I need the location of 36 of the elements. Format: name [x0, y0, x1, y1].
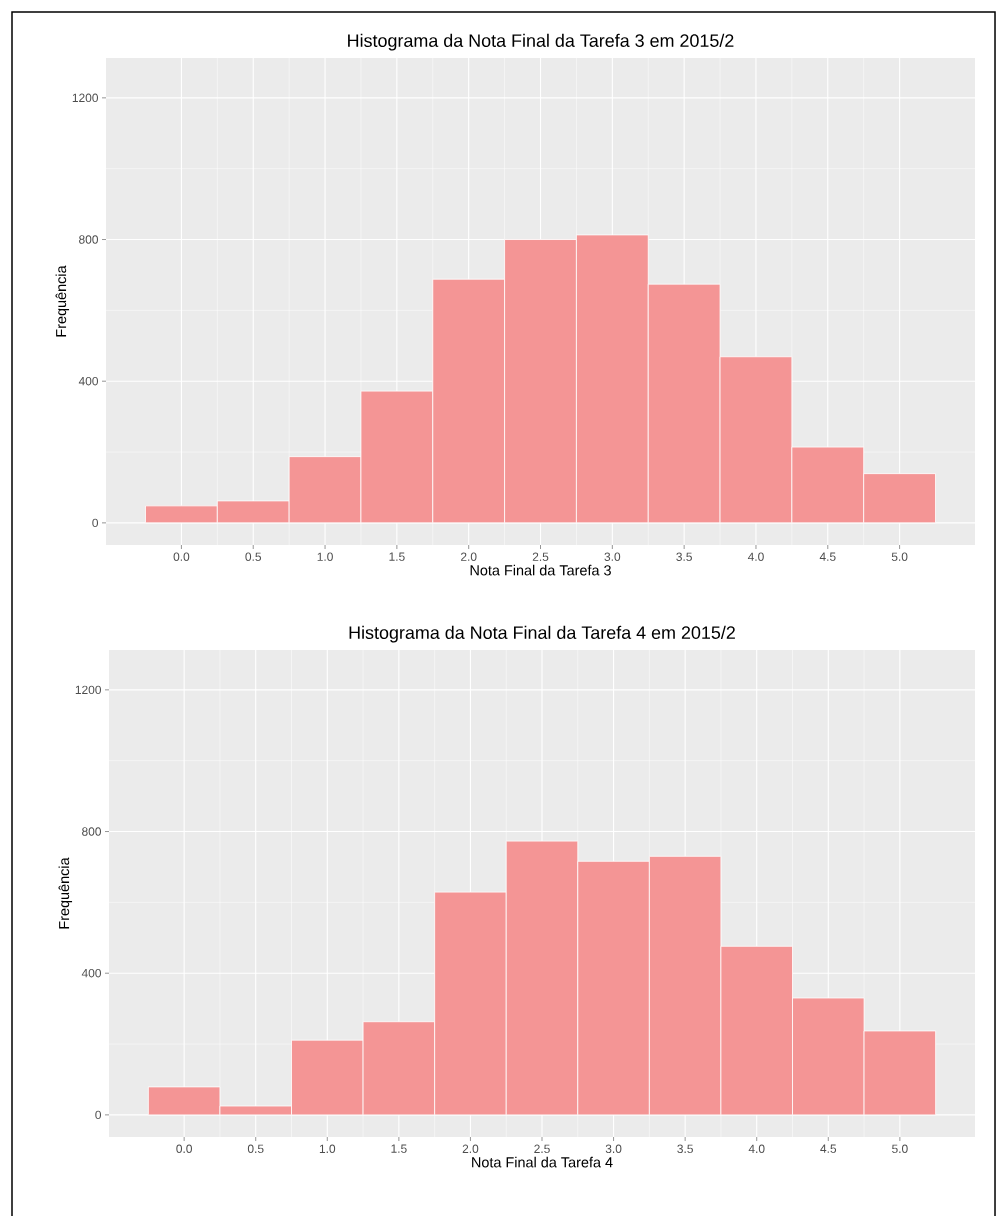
y-tick-label: 400	[81, 968, 102, 978]
x-tick-label: 3.0	[605, 1144, 622, 1153]
x-tick-label: 4.5	[820, 1144, 837, 1153]
x-tick-label: 4.0	[747, 552, 764, 561]
y-axis-title: Frequência	[55, 265, 70, 337]
x-tick-label: 5.0	[891, 552, 908, 561]
x-tick-label: 1.5	[389, 552, 405, 561]
x-tick-label: 1.0	[317, 552, 333, 561]
x-axis-title: Nota Final da Tarefa 4	[472, 1156, 613, 1168]
y-tick-label: 400	[78, 376, 99, 386]
x-axis-title: Nota Final da Tarefa 3	[470, 564, 611, 576]
x-tick-label: 3.0	[604, 552, 621, 561]
y-tick-label: 0	[95, 1110, 102, 1120]
x-tick-label: 2.0	[460, 552, 477, 561]
x-tick-label: 5.0	[892, 1144, 908, 1153]
y-tick-label: 800	[82, 827, 102, 836]
y-tick-label: 1200	[72, 93, 99, 103]
x-tick-label: 3.5	[677, 1144, 693, 1153]
x-tick-label: 0.0	[176, 1144, 192, 1153]
chart-title: Histograma da Nota Final da Tarefa 3 em 2015/2	[348, 33, 734, 51]
chart-title: Histograma da Nota Final da Tarefa 4 em 2015/2	[349, 625, 735, 643]
x-tick-label: 4.0	[748, 1144, 765, 1153]
x-tick-label: 3.5	[676, 552, 692, 561]
y-tick-label: 800	[79, 235, 99, 244]
x-tick-label: 2.5	[532, 552, 549, 561]
x-tick-label: 0.5	[245, 552, 262, 561]
y-tick-label: 0	[92, 518, 99, 528]
x-tick-label: 1.0	[319, 1144, 336, 1153]
x-tick-label: 2.5	[534, 1144, 550, 1153]
y-axis-title: Frequência	[58, 857, 73, 929]
x-tick-label: 4.5	[819, 552, 836, 561]
y-tick-label: 1200	[75, 685, 102, 695]
x-tick-label: 0.0	[173, 552, 190, 561]
x-tick-label: 1.5	[391, 1144, 407, 1153]
x-tick-label: 2.0	[462, 1144, 479, 1153]
x-tick-label: 0.5	[247, 1144, 264, 1153]
